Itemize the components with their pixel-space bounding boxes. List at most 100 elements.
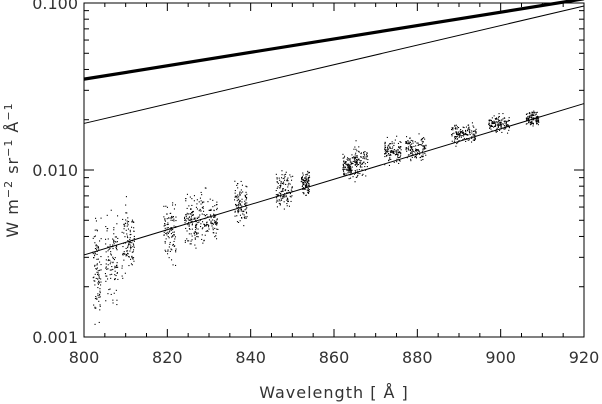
data-point [97, 270, 99, 272]
data-point [109, 274, 111, 276]
data-point [241, 205, 243, 207]
data-point [356, 155, 358, 157]
data-point [422, 141, 424, 143]
data-point [418, 144, 420, 146]
data-point [165, 238, 167, 240]
data-point [105, 280, 107, 282]
data-point [126, 225, 128, 227]
data-point [417, 144, 419, 146]
data-point [343, 168, 345, 170]
data-point [526, 123, 528, 125]
data-point [301, 185, 303, 187]
data-point [344, 161, 346, 163]
data-point [349, 168, 351, 170]
data-point [495, 129, 497, 131]
data-point [96, 258, 98, 260]
data-point [533, 110, 535, 112]
data-point [112, 246, 114, 248]
data-point [107, 264, 109, 266]
data-point [121, 265, 123, 267]
data-point [170, 227, 172, 229]
data-point [282, 190, 284, 192]
data-point [96, 247, 98, 249]
data-point [305, 185, 307, 187]
data-point [291, 187, 293, 189]
data-point [99, 293, 101, 295]
data-point [239, 191, 241, 193]
data-point [300, 181, 302, 183]
data-point [355, 148, 357, 150]
data-point [529, 121, 531, 123]
data-point [529, 112, 531, 114]
data-point [110, 254, 112, 256]
data-point [420, 156, 422, 158]
model-line-1 [83, 0, 585, 81]
data-point [285, 173, 287, 175]
data-point [164, 242, 166, 244]
data-point [462, 135, 464, 137]
data-point [97, 283, 99, 285]
data-point [412, 140, 414, 142]
data-point [98, 300, 100, 302]
data-point [245, 217, 247, 219]
data-point [214, 205, 216, 207]
data-point [189, 196, 191, 198]
data-point [116, 245, 118, 247]
data-point [308, 180, 310, 182]
data-point [356, 161, 358, 163]
y-axis-label-exponent: −1 [2, 139, 15, 157]
data-point [195, 223, 197, 225]
data-point [282, 196, 284, 198]
data-point [305, 179, 307, 181]
data-point [166, 213, 168, 215]
data-point [400, 146, 402, 148]
data-point [236, 207, 238, 209]
data-point [301, 177, 303, 179]
data-point [121, 267, 123, 269]
data-point [526, 119, 528, 121]
data-point [170, 219, 172, 221]
data-point [492, 121, 494, 123]
data-point [201, 194, 203, 196]
data-point [128, 265, 130, 267]
data-point [355, 176, 357, 178]
data-point [96, 297, 98, 299]
data-point [356, 161, 358, 163]
data-point [458, 135, 460, 137]
data-point [412, 142, 414, 144]
data-point [239, 200, 241, 202]
data-point [194, 234, 196, 236]
data-point [195, 225, 197, 227]
data-point [461, 132, 463, 134]
data-point [490, 125, 492, 127]
data-point [129, 243, 131, 245]
data-point [113, 233, 115, 235]
data-point [384, 164, 386, 166]
data-point [506, 125, 508, 127]
data-point [392, 151, 394, 153]
data-point [531, 119, 533, 121]
data-point [472, 130, 474, 132]
data-point [350, 171, 352, 173]
data-point [112, 238, 114, 240]
data-point [366, 155, 368, 157]
data-point [244, 216, 246, 218]
data-point [195, 219, 197, 221]
data-point [471, 136, 473, 138]
data-point [389, 146, 391, 148]
data-point [95, 244, 97, 246]
data-point [122, 252, 124, 254]
data-point [417, 142, 419, 144]
data-point [92, 277, 94, 279]
data-point [392, 151, 394, 153]
data-point [392, 150, 394, 152]
data-point [471, 130, 473, 132]
data-point [529, 124, 531, 126]
data-point [528, 115, 530, 117]
data-point [122, 277, 124, 279]
data-point [128, 242, 130, 244]
data-point [111, 246, 113, 248]
data-point [343, 173, 345, 175]
data-point [533, 118, 535, 120]
data-point [287, 201, 289, 203]
